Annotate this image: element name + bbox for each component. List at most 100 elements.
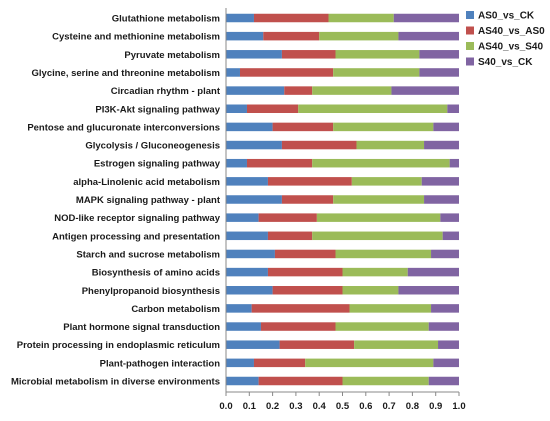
- bar-segment: [349, 304, 432, 313]
- bar-segment: [226, 86, 285, 95]
- legend-swatch: [466, 11, 474, 19]
- bar-segment: [226, 122, 273, 132]
- x-tick-label: 0.0: [219, 401, 232, 412]
- legend: AS0_vs_CK AS40_vs_AS0 AS40_vs_S40 S40_vs_CK: [466, 11, 545, 68]
- bar-segment: [333, 68, 420, 77]
- bar-segment: [226, 13, 254, 23]
- bar-segment: [333, 122, 434, 132]
- bar-segment: [226, 249, 275, 259]
- x-tick-label: 0.6: [359, 401, 372, 412]
- bar-segment: [319, 31, 399, 41]
- bar-segment: [267, 267, 343, 277]
- bar-segment: [312, 231, 443, 241]
- category-label: MAPK signaling pathway - plant: [76, 195, 221, 206]
- category-label: Glutathione metabolism: [112, 14, 220, 25]
- bar-segment: [335, 50, 420, 59]
- bar-segment: [226, 267, 268, 277]
- category-label: Plant hormone signal transduction: [63, 322, 220, 333]
- bar-segment: [438, 340, 459, 349]
- bar-segment: [305, 358, 434, 368]
- legend-swatch: [466, 57, 474, 66]
- bar-segment: [428, 376, 459, 386]
- bar-segment: [260, 322, 336, 331]
- bar-segment: [333, 195, 425, 204]
- category-label: Microbial metabolism in diverse environm…: [11, 377, 220, 388]
- bar-segment: [431, 249, 459, 259]
- bar-segment: [419, 68, 459, 77]
- bar-segment: [424, 195, 459, 204]
- bar-segment: [226, 304, 252, 313]
- legend-label: AS0_vs_CK: [478, 11, 535, 22]
- bar-segment: [354, 340, 439, 349]
- bar-segment: [226, 195, 282, 204]
- bar-segment: [226, 68, 240, 77]
- bar-segment: [258, 213, 317, 222]
- category-label: Phenylpropanoid biosynthesis: [82, 286, 220, 297]
- bar-segment: [356, 140, 425, 150]
- bar-segment: [226, 104, 247, 113]
- x-tick-label: 0.2: [266, 401, 279, 412]
- bar-segment: [433, 358, 459, 368]
- bar-segment: [253, 358, 306, 368]
- bar-segment: [253, 13, 329, 23]
- category-label: Pentose and glucuronate interconversions: [27, 122, 220, 133]
- category-label: NOD-like receptor signaling pathway: [54, 213, 220, 224]
- bar-segment: [246, 158, 313, 168]
- category-label: Glycolysis / Gluconeogenesis: [85, 141, 220, 152]
- bar-segment: [226, 31, 264, 41]
- bar-segment: [393, 13, 459, 23]
- bar-segment: [312, 86, 392, 95]
- bar-segment: [449, 158, 459, 168]
- bar-segment: [226, 322, 261, 331]
- bar-segment: [431, 304, 459, 313]
- bar-segment: [398, 31, 459, 41]
- x-tick-label: 0.5: [336, 401, 350, 412]
- x-tick-label: 0.8: [406, 401, 419, 412]
- x-tick-label: 0.7: [382, 401, 395, 412]
- bar-segment: [335, 249, 432, 259]
- bar-segment: [298, 104, 448, 113]
- bar-segment: [267, 231, 313, 241]
- x-axis: 0.0 0.1 0.2 0.3 0.4 0.5 0.6 0.7 0.8 0.9 1.0: [219, 8, 466, 412]
- bar-segment: [433, 122, 459, 132]
- category-label: Pyruvate metabolism: [124, 50, 220, 61]
- bar-segment: [246, 104, 299, 113]
- category-label: Cysteine and methionine metabolism: [52, 32, 220, 43]
- category-label: Glycine, serine and threonine metabolism: [32, 68, 220, 79]
- bar-segment: [279, 340, 355, 349]
- bar-segment: [226, 286, 273, 295]
- category-label: Carbon metabolism: [131, 304, 220, 315]
- category-labels: Glutathione metabolism Cysteine and methi…: [11, 14, 221, 388]
- bar-segment: [239, 68, 334, 77]
- bar-segment: [391, 86, 459, 95]
- legend-swatch: [466, 42, 474, 50]
- bar-segment: [440, 213, 459, 222]
- bar-segment: [226, 177, 268, 186]
- category-label: Biosynthesis of amino acids: [92, 268, 220, 279]
- bar-segment: [284, 86, 313, 95]
- bar-segment: [226, 340, 280, 349]
- x-tick-label: 0.9: [429, 401, 442, 412]
- x-tick-label: 0.3: [289, 401, 302, 412]
- bar-segment: [419, 50, 459, 59]
- bar-segment: [272, 286, 343, 295]
- category-label: Circadian rhythm - plant: [111, 86, 221, 97]
- bar-segment: [226, 376, 259, 386]
- bar-segment: [263, 31, 320, 41]
- category-label: Estrogen signaling pathway: [94, 159, 221, 170]
- category-label: alpha-Linolenic acid metabolism: [73, 177, 220, 188]
- bar-segment: [351, 177, 422, 186]
- bars-layer: [226, 13, 459, 386]
- x-tick-label: 1.0: [452, 401, 465, 412]
- category-label: Antigen processing and presentation: [52, 231, 220, 242]
- bar-segment: [251, 304, 350, 313]
- category-label: Plant-pathogen interaction: [100, 358, 221, 369]
- x-tick-label: 0.4: [313, 401, 327, 412]
- category-label: Protein processing in endoplasmic reticu…: [17, 340, 220, 351]
- bar-segment: [274, 249, 336, 259]
- bar-segment: [281, 140, 357, 150]
- bar-segment: [226, 231, 268, 241]
- bar-segment: [342, 376, 429, 386]
- bar-segment: [328, 13, 394, 23]
